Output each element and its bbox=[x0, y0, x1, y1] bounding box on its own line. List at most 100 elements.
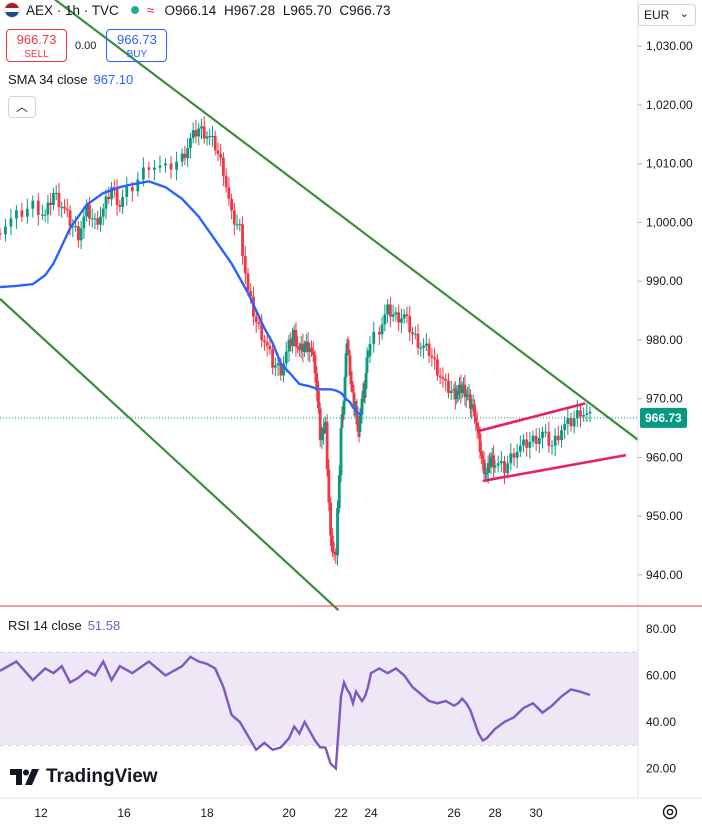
candle bbox=[153, 160, 156, 181]
time-tick-label: 26 bbox=[447, 806, 461, 820]
candle-body bbox=[388, 304, 392, 317]
candle bbox=[560, 424, 563, 448]
candle-body bbox=[216, 150, 220, 154]
candle bbox=[60, 201, 64, 218]
candle bbox=[85, 199, 89, 222]
candle bbox=[287, 334, 291, 363]
buy-button[interactable]: 966.73 BUY bbox=[106, 29, 168, 62]
candle bbox=[82, 206, 86, 239]
buy-label: BUY bbox=[126, 49, 148, 60]
candle-body bbox=[189, 138, 192, 149]
candle-body bbox=[585, 413, 589, 415]
candle-body bbox=[348, 355, 352, 376]
candle bbox=[563, 416, 567, 439]
tradingview-logo-icon bbox=[10, 769, 39, 785]
time-tick-label: 20 bbox=[282, 806, 296, 820]
candle-body bbox=[394, 312, 398, 315]
high-value: H967.28 bbox=[224, 2, 276, 18]
candle bbox=[254, 311, 258, 333]
candle bbox=[213, 130, 217, 156]
candle bbox=[349, 367, 353, 392]
chevron-down-icon: ⌄ bbox=[679, 8, 689, 20]
candle bbox=[506, 455, 510, 479]
candle bbox=[317, 380, 320, 414]
collapse-button[interactable]: ︿ bbox=[8, 96, 36, 118]
sma-legend[interactable]: SMA 34 close 967.10 bbox=[8, 72, 133, 87]
candle-body bbox=[96, 218, 100, 225]
candle-body bbox=[556, 435, 560, 441]
candle-body bbox=[336, 508, 339, 556]
candle-body bbox=[360, 398, 364, 415]
candle bbox=[522, 434, 525, 453]
candle-body bbox=[474, 416, 478, 423]
candle bbox=[528, 431, 532, 459]
candle bbox=[175, 151, 178, 181]
candle-body bbox=[219, 153, 223, 158]
candle bbox=[512, 448, 516, 467]
candle bbox=[436, 354, 439, 381]
buy-price: 966.73 bbox=[117, 32, 157, 47]
candle bbox=[553, 428, 557, 457]
candle bbox=[550, 440, 554, 455]
candle bbox=[298, 342, 301, 357]
candle-body bbox=[294, 329, 298, 347]
candle-body bbox=[368, 343, 372, 356]
candle bbox=[394, 307, 398, 322]
candle-body bbox=[186, 148, 190, 159]
candle bbox=[169, 155, 173, 179]
candle-body bbox=[566, 417, 570, 425]
candle bbox=[227, 177, 231, 206]
time-tick-label: 30 bbox=[529, 806, 543, 820]
price-tick-label: 970.00 bbox=[646, 392, 683, 406]
candle-body bbox=[537, 437, 541, 445]
candle-body bbox=[515, 451, 519, 458]
symbol-title[interactable]: AEX · 1h · TVC bbox=[26, 2, 119, 18]
wave-icon: ≈ bbox=[146, 2, 155, 18]
candle-body bbox=[363, 389, 367, 398]
candle bbox=[294, 322, 298, 357]
time-tick-label: 24 bbox=[364, 806, 378, 820]
candle-body bbox=[202, 126, 206, 139]
market-status-icon bbox=[130, 6, 139, 14]
time-tick-label: 28 bbox=[488, 806, 502, 820]
candle bbox=[273, 357, 277, 377]
candle bbox=[311, 341, 315, 363]
rsi-label: RSI 14 close bbox=[8, 618, 82, 633]
candle-body bbox=[93, 218, 97, 220]
candle-body bbox=[325, 421, 329, 470]
tradingview-logo[interactable]: TradingView bbox=[10, 766, 158, 788]
candle-body bbox=[424, 343, 428, 346]
candle-body bbox=[115, 188, 119, 206]
candle bbox=[93, 213, 97, 230]
low-value: L965.70 bbox=[282, 2, 332, 18]
candle-body bbox=[298, 347, 301, 350]
candle bbox=[566, 408, 570, 435]
candle-body bbox=[289, 339, 293, 347]
candle bbox=[230, 193, 233, 220]
candle bbox=[205, 131, 209, 146]
candle-body bbox=[0, 233, 2, 235]
rsi-legend[interactable]: RSI 14 close 51.58 bbox=[8, 618, 120, 633]
candle bbox=[263, 334, 266, 351]
candle-body bbox=[408, 316, 412, 333]
candle bbox=[397, 304, 401, 332]
candle-body bbox=[36, 200, 40, 215]
candle-body bbox=[68, 210, 72, 227]
settings-gear-icon[interactable] bbox=[660, 802, 680, 822]
sell-button[interactable]: 966.73 SELL bbox=[6, 29, 67, 62]
price-tick-label: 980.00 bbox=[646, 333, 683, 347]
candle-body bbox=[99, 216, 102, 225]
candle bbox=[427, 338, 431, 363]
candle-body bbox=[235, 224, 239, 226]
candle bbox=[518, 435, 522, 457]
candle bbox=[79, 220, 83, 250]
candle bbox=[15, 205, 18, 230]
candle bbox=[588, 406, 592, 423]
currency-selector[interactable]: EUR ⌄ bbox=[638, 4, 696, 26]
candle bbox=[0, 227, 2, 240]
candle bbox=[340, 406, 344, 437]
channel-lower-line bbox=[0, 298, 340, 612]
candle-body bbox=[52, 193, 55, 206]
channel-upper-line bbox=[53, 0, 639, 441]
